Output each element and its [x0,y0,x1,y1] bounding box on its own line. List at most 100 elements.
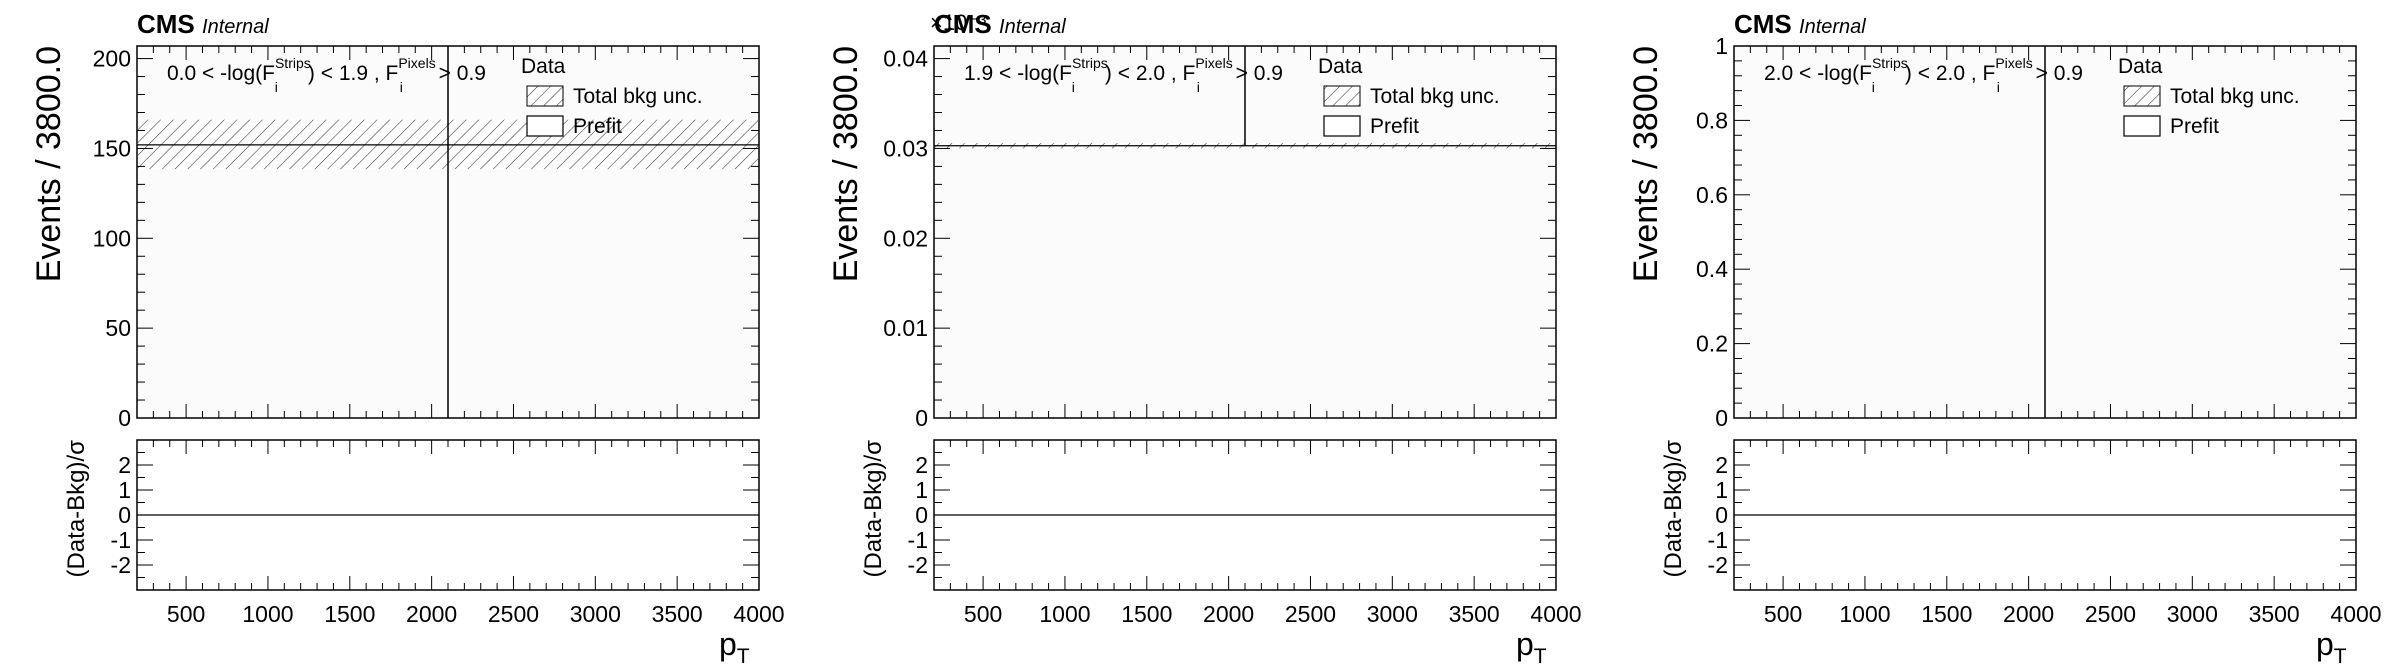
x-tick-label: 1000 [242,601,293,627]
region-text: > 0.9 [433,62,486,85]
status-label: Internal [202,16,269,38]
legend-label: Data [1318,55,1363,78]
y-tick-label: 0.6 [1696,182,1728,208]
legend-label: Prefit [573,115,622,138]
y-tick-label: 50 [105,315,131,341]
region-text: ) < 2.0 , F [1105,62,1195,85]
legend-label: Total bkg unc. [573,85,703,108]
y-tick-label: 200 [93,46,131,72]
legend-label: Data [521,55,566,78]
y-tick-label: 100 [93,225,131,251]
chart-panel-1: 500 1000 1500 2000 2500 3000 3500 4000050100150… [30,9,785,668]
label-space [992,9,999,39]
region-text: > 0.9 [2030,62,2083,85]
x-tick-label: 4000 [2330,601,2381,627]
x-tick-label: 1500 [1921,601,1972,627]
y-tick-label: 0.01 [883,315,928,341]
status-label: Internal [999,16,1066,38]
ratio-tick-label: 1 [1715,477,1728,503]
x-axis-title-sub: T [2334,645,2347,668]
legend-label: Total bkg unc. [2170,85,2300,108]
y-axis-title: Events / 3800.0 [1627,46,1665,282]
ratio-tick-label: 2 [915,452,928,478]
region-sub: i [1872,79,1875,95]
x-tick-label: 4000 [1530,601,1581,627]
y-tick-label: 0.8 [1696,107,1728,133]
experiment-label: CMS Internal [934,9,1066,39]
x-tick-label: 3000 [1367,601,1418,627]
region-label: 0.0 < -log(FStrips i) < 1.9 , FPixels i > … [167,55,486,95]
ratio-tick-label: 0 [1715,502,1728,528]
x-tick-label: 1500 [324,601,375,627]
x-axis-title-main: p [1516,626,1534,662]
legend-prefit-swatch [1323,115,1361,137]
region-sub: i [1072,79,1075,95]
ratio-axis-title: (Data-Bkg)/σ [860,440,887,578]
ratio-tick-label: -1 [111,527,131,553]
x-tick-label: 2000 [2003,601,2054,627]
experiment-label: CMS Internal [1734,9,1866,39]
x-tick-label: 2500 [2085,601,2136,627]
ratio-axis-title: (Data-Bkg)/σ [63,440,90,578]
legend-label: Prefit [1370,115,1419,138]
x-tick-label: 1000 [1039,601,1090,627]
region-sub: i [1997,79,2000,95]
label-space [1792,9,1799,39]
y-tick-label: 0.03 [883,135,928,161]
x-axis-title: pT [1516,626,1547,668]
y-tick-label: 0 [1715,405,1728,431]
region-sup: Strips [1872,55,1908,71]
x-tick-label: 3000 [570,601,621,627]
x-tick-label: 3500 [652,601,703,627]
experiment-name: CMS [1734,9,1792,39]
status-label: Internal [1799,16,1866,38]
x-tick-label: 3500 [1449,601,1500,627]
legend-label: Data [2118,55,2163,78]
experiment-name: CMS [934,9,992,39]
x-tick-label: 2500 [488,601,539,627]
x-axis-title-main: p [719,626,737,662]
legend-prefit-swatch [526,115,564,137]
x-axis-title-sub: T [1534,645,1547,668]
region-text: 2.0 < -log(F [1764,62,1872,85]
x-tick-label: 4000 [733,601,784,627]
x-tick-label: 2500 [1285,601,1336,627]
ratio-tick-label: -2 [1708,552,1728,578]
legend-label: Total bkg unc. [1370,85,1500,108]
y-axis-title: Events / 3800.0 [827,46,865,282]
region-text: 0.0 < -log(F [167,62,275,85]
x-tick-label: 500 [1764,601,1802,627]
legend-hatch-swatch [526,85,564,107]
ratio-tick-label: 1 [118,477,131,503]
experiment-label: CMS Internal [137,9,269,39]
x-tick-label: 2000 [406,601,457,627]
y-tick-label: 0 [915,405,928,431]
y-tick-label: 0 [118,405,131,431]
y-tick-label: 0.2 [1696,331,1728,357]
ratio-tick-label: 2 [118,452,131,478]
legend-hatch-swatch [1323,85,1361,107]
y-tick-label: 0.4 [1696,256,1728,282]
ratio-tick-label: -2 [908,552,928,578]
x-tick-label: 1000 [1839,601,1890,627]
ratio-tick-label: -1 [1708,527,1728,553]
region-label: 2.0 < -log(FStrips i) < 2.0 , FPixels i > … [1764,55,2083,95]
x-tick-label: 1500 [1121,601,1172,627]
region-sup: Pixels [1995,55,2032,71]
x-tick-label: 500 [167,601,205,627]
ratio-tick-label: 0 [118,502,131,528]
x-tick-label: 500 [964,601,1002,627]
y-tick-label: 150 [93,135,131,161]
x-tick-label: 3000 [2167,601,2218,627]
y-exponent-label: ×10⁻³ [930,10,986,35]
legend-label: Prefit [2170,115,2219,138]
x-tick-label: 2000 [1203,601,1254,627]
ratio-tick-label: -2 [111,552,131,578]
ratio-axis-title: (Data-Bkg)/σ [1660,440,1687,578]
x-tick-label: 3500 [2249,601,2300,627]
label-space [195,9,202,39]
y-tick-label: 0.02 [883,225,928,251]
ratio-tick-label: -1 [908,527,928,553]
region-sub: i [275,79,278,95]
region-label: 1.9 < -log(FStrips i) < 2.0 , FPixels i > … [964,55,1283,95]
